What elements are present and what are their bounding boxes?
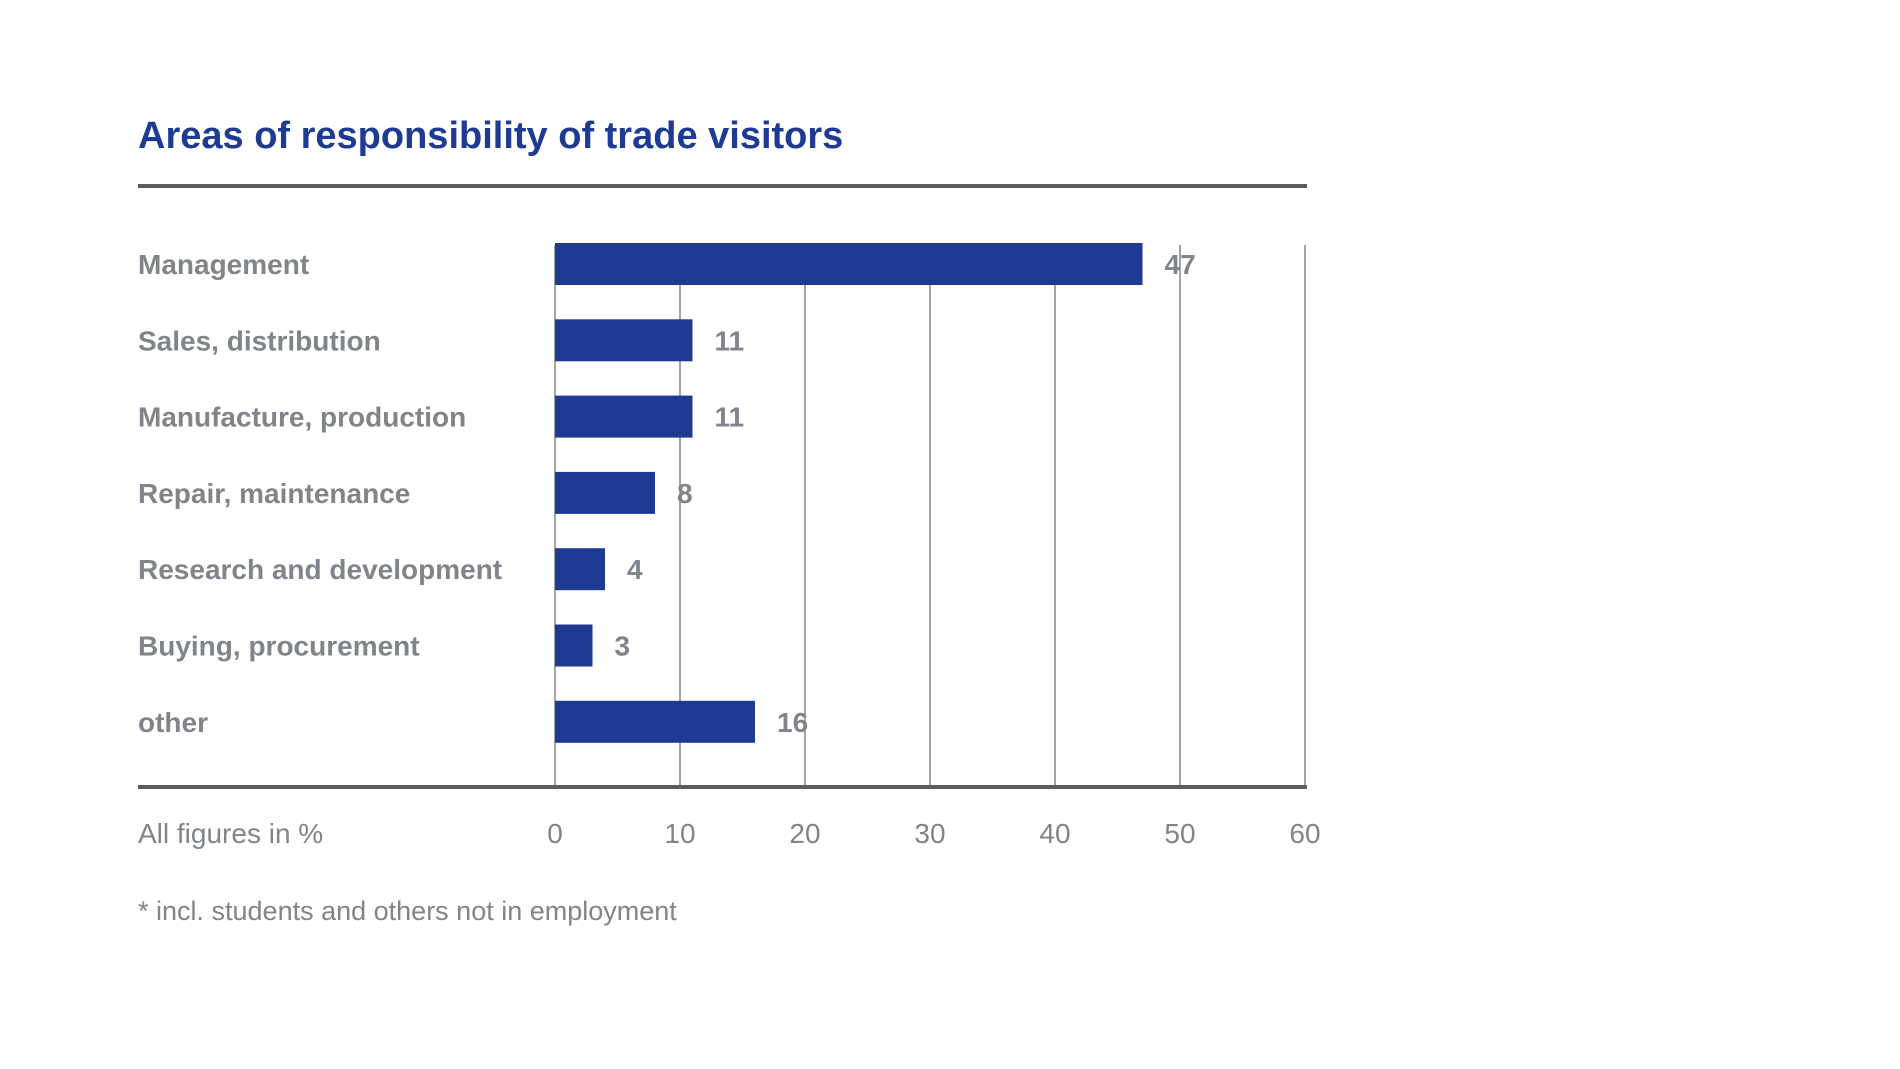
x-axis-tick-labels: 0 10 20 30 40 50 60 (547, 818, 1320, 849)
unit-note: All figures in % (138, 818, 323, 849)
footnote: * incl. students and others not in emplo… (138, 896, 677, 926)
category-label-repair-maintenance: Repair, maintenance (138, 478, 410, 509)
category-label-buying-procurement: Buying, procurement (138, 631, 420, 662)
bar-repair-maintenance (555, 471, 655, 514)
bar-buying-procurement (555, 624, 593, 667)
category-label-manufacture-production: Manufacture, production (138, 402, 466, 433)
value-label-management: 47 (1165, 249, 1196, 280)
x-tick-label-20: 20 (789, 818, 820, 849)
x-tick-label-10: 10 (664, 818, 695, 849)
category-label-sales-distribution: Sales, distribution (138, 325, 381, 356)
category-label-management: Management (138, 249, 309, 280)
category-label-research-and-development: Research and development (138, 554, 502, 585)
x-tick-label-40: 40 (1039, 818, 1070, 849)
value-label-other: 16 (777, 707, 808, 738)
bar-research-and-development (555, 548, 605, 591)
value-label-manufacture-production: 11 (715, 402, 745, 433)
bar-other (555, 700, 755, 743)
value-labels: 47 11 11 8 4 3 16 (615, 249, 1196, 738)
value-label-research-and-development: 4 (627, 554, 643, 585)
x-tick-label-50: 50 (1164, 818, 1195, 849)
bar-sales-distribution (555, 319, 693, 362)
chart-title: Areas of responsibility of trade visitor… (138, 115, 843, 157)
x-tick-label-30: 30 (914, 818, 945, 849)
bar-management (555, 243, 1143, 285)
value-label-repair-maintenance: 8 (677, 478, 693, 509)
bar-manufacture-production (555, 395, 693, 438)
value-label-buying-procurement: 3 (615, 631, 631, 662)
bars (555, 243, 1143, 743)
category-labels: Management Sales, distribution Manufacture… (138, 249, 502, 738)
category-label-other: other (138, 707, 208, 738)
x-tick-label-0: 0 (547, 818, 563, 849)
x-tick-label-60: 60 (1289, 818, 1320, 849)
value-label-sales-distribution: 11 (715, 325, 745, 356)
